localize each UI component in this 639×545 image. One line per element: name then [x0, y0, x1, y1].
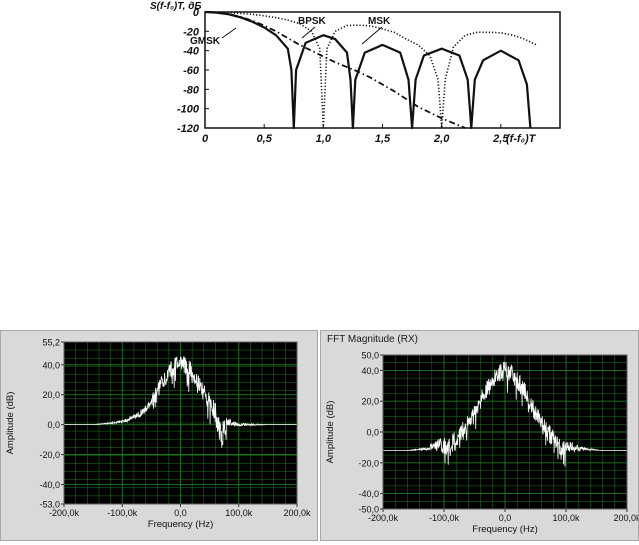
fft-x-tick-label: -100,0k	[107, 508, 138, 518]
fft-y-tick-label: 40,0	[42, 360, 60, 370]
top-xlabel: (f-f₀)T	[506, 133, 537, 145]
fft-y-tick-label: 40,0	[361, 366, 379, 376]
fft-xlabel: Frequency (Hz)	[472, 524, 537, 535]
fft-x-tick-label: 100,0k	[225, 508, 253, 518]
fft-x-tick-label: -200,0k	[49, 508, 80, 518]
fft-x-tick-label: 200,0k	[613, 513, 638, 523]
fft-y-tick-label: -20,0	[39, 450, 60, 460]
fft-panel-tx: 55,2 40,0 20,0 0,0 -20,0 -40,0 -53,0 -200,0k -10…	[0, 330, 318, 541]
fft-xlabel: Frequency (Hz)	[148, 519, 213, 530]
series-line-gmsk	[204, 11, 466, 129]
top-y-tick-label: -60	[183, 65, 200, 77]
series-line-msk	[204, 10, 532, 130]
fft-y-tick-label: -50,0	[358, 505, 379, 515]
fft-ylabel: Amplitude (dB)	[5, 392, 16, 455]
top-plot-area	[204, 10, 561, 130]
annotation-gmsk-pointer	[221, 27, 237, 39]
fft-x-tick-label: -200,0k	[368, 513, 399, 523]
top-x-tick-label: 1,0	[316, 133, 332, 145]
top-y-tick-label: -100	[177, 104, 200, 116]
fft-chart-rx: 50,0 40,0 20,0 0,0 -20,0 -40,0 -50,0-200,0k -10…	[325, 351, 639, 536]
top-x-tick-label: 1,5	[375, 133, 391, 145]
annotation-msk-pointer	[361, 26, 383, 45]
fft-y-tick-label: 55,2	[42, 338, 60, 348]
series-line-bpsk	[204, 11, 537, 129]
fft-x-tick-label: 0,0	[174, 508, 187, 518]
annotation-msk: MSK	[368, 16, 391, 27]
fft-x-tick-label: -100,0k	[429, 513, 460, 523]
fft-y-tick-label: 50,0	[361, 351, 379, 361]
fft-y-tick-label: -40,0	[358, 489, 379, 499]
fft-panel-rx: FFT Magnitude (RX) 50,0 40,0 20,0 0,0 -20,0 -…	[320, 330, 639, 541]
top-y-tick-labels: 0 -20 -40 -60 -80 -100 -120	[177, 7, 209, 135]
fft-y-tick-label: -53,0	[39, 500, 60, 510]
fft-y-tick-label: -20,0	[358, 458, 379, 468]
fft-x-tick-label: 0,0	[499, 513, 512, 523]
top-y-tick-label: -40	[183, 46, 200, 58]
top-x-tick-labels: 0 0,5 1,0 1,5 2,0 2,5	[202, 124, 509, 145]
annotation-bpsk: BPSK	[298, 16, 327, 27]
fft-signal-trace	[64, 356, 297, 448]
top-y-tick-label: -20	[183, 26, 200, 38]
fft-y-tick-label: -40,0	[39, 480, 60, 490]
spectrum-comparison-chart: S(f-f₀)T, дБ 0 -20 -40 -60 -80 -100 -120 0 0,5 1…	[150, 1, 561, 145]
fft-x-tick-label: 100,0k	[552, 513, 580, 523]
annotation-gmsk: GMSK	[190, 36, 221, 47]
fft-signal-trace	[383, 361, 627, 467]
top-x-tick-label: 0,5	[257, 133, 273, 145]
top-x-tick-label: 2,0	[433, 133, 450, 145]
fft-panel-rx-title: FFT Magnitude (RX)	[327, 334, 418, 345]
fft-grid	[64, 341, 297, 505]
top-y-tick-label: -80	[183, 84, 200, 96]
fft-chart-tx: 55,2 40,0 20,0 0,0 -20,0 -40,0 -53,0-200,0k -10…	[5, 338, 311, 531]
annotation-bpsk-pointer	[301, 26, 316, 39]
fft-y-tick-label: 20,0	[361, 397, 379, 407]
fft-grid	[383, 354, 627, 510]
fft-ylabel: Amplitude (dB)	[325, 401, 336, 464]
fft-y-tick-label: 0,0	[366, 428, 379, 438]
top-y-tick-label: -120	[177, 123, 200, 135]
top-x-tick-label: 0	[202, 133, 209, 145]
fft-y-tick-label: 0,0	[47, 420, 60, 430]
top-ylabel: S(f-f₀)T, дБ	[150, 1, 201, 12]
fft-x-tick-label: 200,0k	[283, 508, 311, 518]
top-y-tick-label: 0	[193, 7, 200, 19]
fft-y-tick-label: 20,0	[42, 390, 60, 400]
top-x-tick-label: 2,5	[492, 133, 509, 145]
